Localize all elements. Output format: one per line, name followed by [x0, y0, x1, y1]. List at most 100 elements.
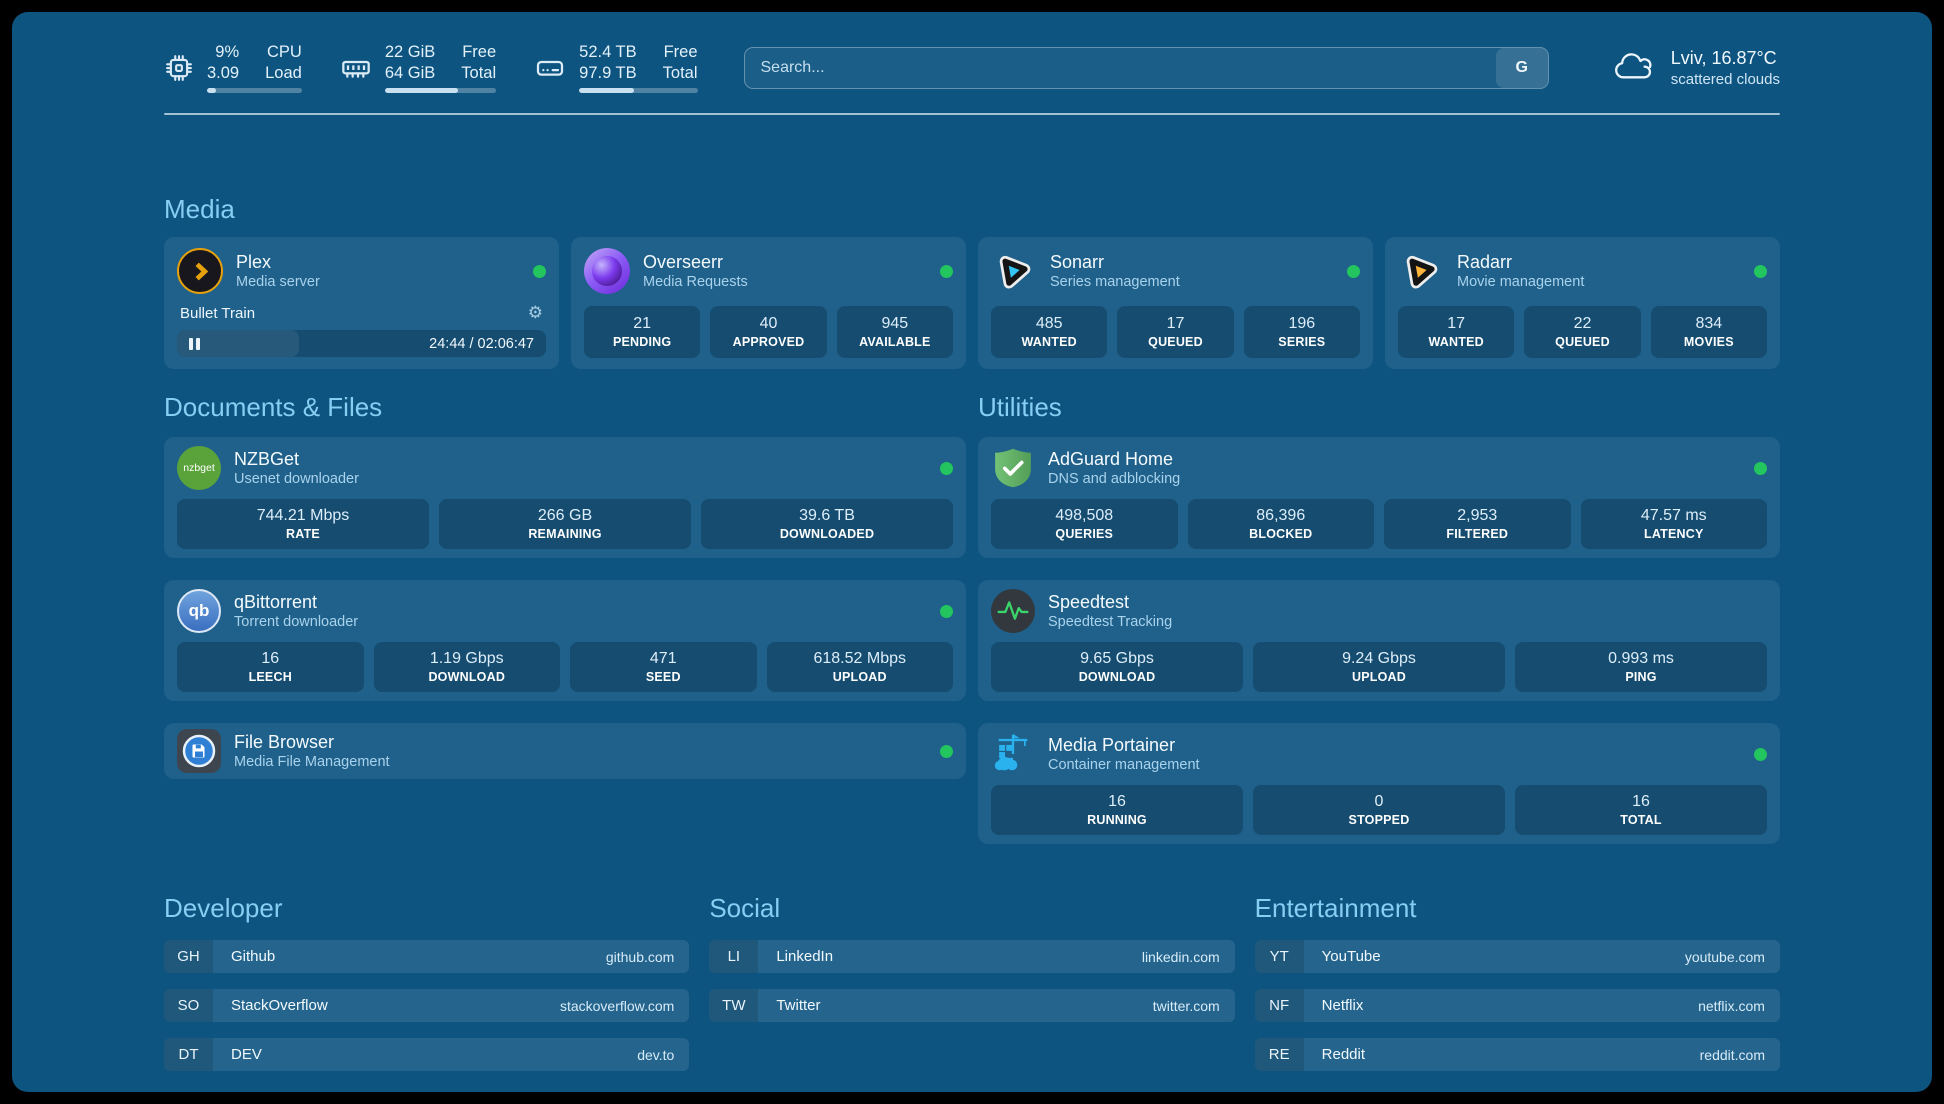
service-subtitle: Speedtest Tracking [1048, 614, 1173, 630]
bookmark-url: netflix.com [1698, 997, 1765, 1014]
filebrowser-icon [177, 729, 221, 773]
service-subtitle: Media Requests [643, 274, 748, 290]
bookmark-url: stackoverflow.com [559, 997, 675, 1014]
stat-value: 196 [1288, 315, 1316, 332]
service-card-adguard[interactable]: AdGuard Home DNS and adblocking 498,508 … [978, 437, 1780, 558]
weather-location: Lviv, 16.87°C [1670, 47, 1777, 68]
stat-value: 0.993 ms [1608, 650, 1674, 667]
bookmark-stackoverflow[interactable]: SO StackOverflow stackoverflow.com [164, 989, 690, 1022]
memory-total-label: Total [461, 64, 497, 82]
disk-total-label: Total [662, 64, 698, 82]
stat-label: LATENCY [1644, 527, 1704, 541]
disk-icon [537, 60, 564, 76]
stat-box: 47.57 ms LATENCY [1580, 499, 1767, 549]
service-subtitle: Series management [1050, 274, 1180, 290]
bookmark-reddit[interactable]: RE Reddit reddit.com [1254, 1038, 1780, 1071]
service-subtitle: DNS and adblocking [1048, 471, 1181, 487]
stat-value: 945 [881, 315, 909, 332]
bookmark-group-developer: Developer GH Github github.com SO StackO… [164, 892, 690, 1071]
service-subtitle: Torrent downloader [234, 614, 359, 630]
bookmark-twitter[interactable]: TW Twitter twitter.com [709, 989, 1235, 1022]
stat-label: PING [1625, 670, 1657, 684]
service-subtitle: Usenet downloader [234, 471, 359, 487]
overseerr-icon [584, 248, 630, 294]
cpu-usage-label: CPU [267, 43, 302, 61]
media-grid: Plex Media server Bullet Train ⚙ 24:44 /… [164, 237, 1780, 369]
service-card-plex[interactable]: Plex Media server Bullet Train ⚙ 24:44 /… [164, 237, 559, 369]
stat-value: 16 [261, 650, 280, 667]
stat-label: PENDING [612, 335, 672, 349]
bookmark-linkedin[interactable]: LI LinkedIn linkedin.com [709, 940, 1235, 973]
bookmark-name: Reddit [1321, 1046, 1366, 1063]
media-section-title: Media [164, 194, 235, 224]
stat-label: TOTAL [1620, 813, 1662, 827]
resource-widgets: 9% CPU 3.09 Load [164, 42, 698, 93]
bookmark-url: reddit.com [1699, 1046, 1765, 1063]
bookmark-url: linkedin.com [1141, 948, 1220, 965]
cpu-progress-bar [207, 88, 302, 93]
service-title: Plex [236, 252, 272, 272]
service-subtitle: Movie management [1457, 274, 1585, 290]
stat-label: QUEUED [1148, 335, 1203, 349]
bookmark-github[interactable]: GH Github github.com [164, 940, 690, 973]
status-dot [1754, 747, 1767, 761]
bookmark-youtube[interactable]: YT YouTube youtube.com [1254, 940, 1780, 973]
cpu-icon [166, 54, 192, 81]
bookmark-url: github.com [605, 948, 675, 965]
bookmark-name: Netflix [1321, 997, 1364, 1014]
stat-label: APPROVED [732, 335, 805, 349]
cloud-icon [1614, 52, 1652, 78]
bookmarks-section: Developer GH Github github.com SO StackO… [164, 892, 1780, 1071]
search-bar: G [743, 46, 1549, 89]
cpu-progress-fill [207, 88, 216, 93]
developer-section-title: Developer [164, 893, 283, 923]
stat-value: 1.19 Gbps [429, 650, 504, 667]
search-provider-button[interactable]: G [1495, 47, 1548, 88]
stat-value: 22 [1573, 315, 1592, 332]
service-title: Sonarr [1050, 252, 1105, 272]
bookmark-dev[interactable]: DT DEV dev.to [164, 1038, 690, 1071]
service-card-filebrowser[interactable]: File Browser Media File Management [164, 723, 966, 779]
memory-total-value: 64 GiB [384, 64, 436, 82]
stat-value: 498,508 [1055, 507, 1114, 524]
stat-box: 498,508 QUERIES [991, 499, 1178, 549]
stat-box: 21 PENDING [584, 306, 701, 358]
gear-icon[interactable]: ⚙ [527, 303, 543, 322]
stat-label: WANTED [1428, 335, 1484, 349]
bookmark-name: DEV [231, 1046, 262, 1063]
disk-total-value: 97.9 TB [579, 64, 637, 82]
stat-value: 40 [759, 315, 778, 332]
service-card-radarr[interactable]: Radarr Movie management 17 WANTED 22 QUE… [1385, 237, 1780, 369]
service-card-speedtest[interactable]: Speedtest Speedtest Tracking 9.65 Gbps D… [978, 580, 1780, 701]
utilities-column: Utilities AdGuard Home [978, 391, 1780, 844]
service-card-nzbget[interactable]: nzbget NZBGet Usenet downloader 744.21 M… [164, 437, 966, 558]
nzbget-icon: nzbget [177, 446, 221, 490]
service-title: File Browser [234, 732, 335, 752]
stat-box: 0 STOPPED [1253, 785, 1505, 835]
search-input[interactable] [744, 47, 1496, 88]
bookmark-netflix[interactable]: NF Netflix netflix.com [1254, 989, 1780, 1022]
stat-box: 9.24 Gbps UPLOAD [1253, 642, 1505, 692]
stat-value: 744.21 Mbps [256, 507, 350, 524]
service-card-overseerr[interactable]: Overseerr Media Requests 21 PENDING 40 A… [571, 237, 966, 369]
stat-box: 744.21 Mbps RATE [177, 499, 429, 549]
service-card-qbittorrent[interactable]: qb qBittorrent Torrent downloader 16 LEE… [164, 580, 966, 701]
stat-box: 9.65 Gbps DOWNLOAD [991, 642, 1243, 692]
bookmark-abbr: DT [164, 1038, 213, 1071]
cpu-widget: 9% CPU 3.09 Load [164, 42, 302, 93]
stat-label: REMAINING [528, 527, 602, 541]
status-dot [940, 604, 953, 618]
bookmark-abbr: GH [164, 940, 213, 973]
stat-value: 618.52 Mbps [813, 650, 906, 667]
bookmark-name: Github [231, 948, 276, 965]
service-card-portainer[interactable]: Media Portainer Container management 16 … [978, 723, 1780, 844]
stat-box: 196 SERIES [1243, 306, 1360, 358]
service-card-sonarr[interactable]: Sonarr Series management 485 WANTED 17 Q… [978, 237, 1373, 369]
memory-free-label: Free [462, 43, 497, 61]
service-title: Overseerr [643, 252, 724, 272]
stat-box: 618.52 Mbps UPLOAD [766, 642, 953, 692]
disk-progress-fill [579, 88, 634, 93]
cpu-usage-value: 9% [215, 43, 240, 61]
stat-value: 17 [1447, 315, 1466, 332]
bookmark-name: YouTube [1321, 948, 1381, 965]
